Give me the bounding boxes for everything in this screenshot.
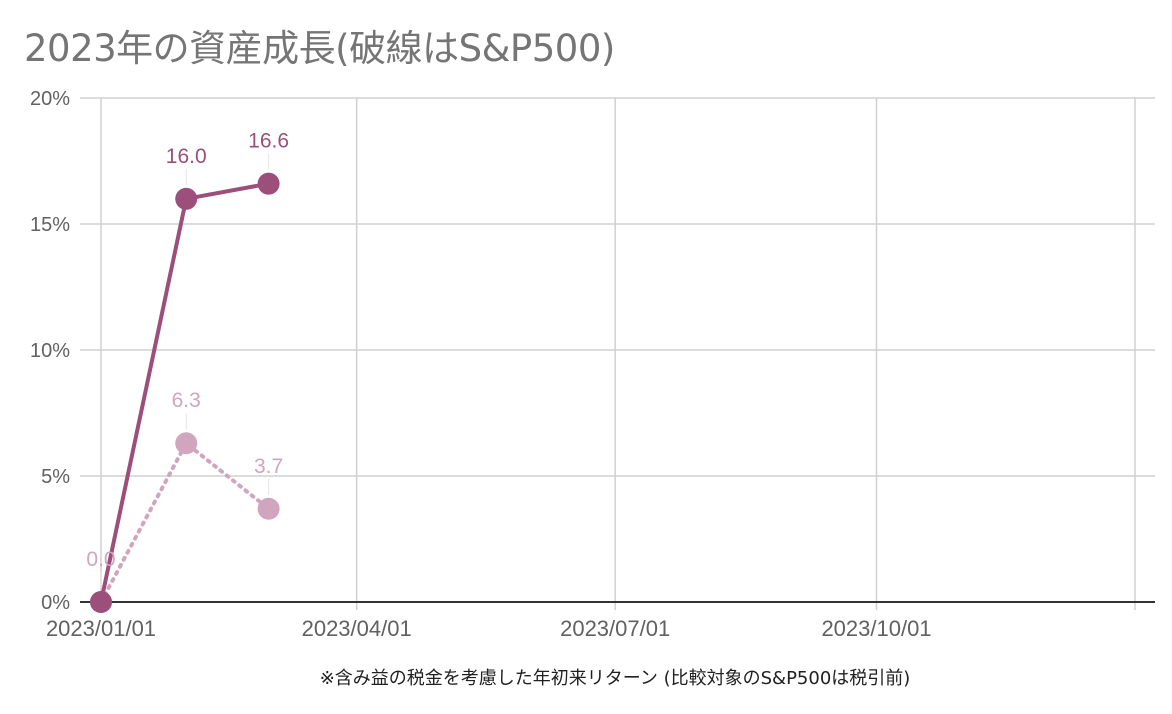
- y-tick-label: 20%: [30, 88, 70, 110]
- y-tick-label: 15%: [30, 214, 70, 236]
- y-tick-label: 10%: [30, 340, 70, 362]
- data-point: [90, 591, 112, 613]
- data-point: [257, 172, 280, 195]
- grid-layer: [80, 97, 1155, 610]
- x-axis-label: ※含み益の税金を考慮した年初来リターン (比較対象のS&P500は税引前): [320, 668, 911, 689]
- label-layer: 16.0 16.6 0.0 6.3 3.7: [86, 130, 289, 588]
- series-line-dotted: [99, 441, 271, 604]
- x-tick-label: 2023/04/01: [302, 616, 412, 641]
- data-label: 6.3: [172, 389, 201, 412]
- y-tick-label: 5%: [41, 466, 70, 488]
- data-point: [257, 497, 280, 520]
- axis-layer: 0% 5% 10% 15% 20% 2023/01/01 2023/04/01 2023/07…: [30, 88, 1155, 641]
- data-label: 16.6: [248, 130, 289, 153]
- x-tick-label: 2023/01/01: [46, 616, 156, 641]
- x-tick-label: 2023/10/01: [821, 616, 931, 641]
- data-point: [175, 187, 198, 210]
- x-tick-label: 2023/07/01: [560, 616, 670, 641]
- y-tick-label: 0%: [41, 592, 70, 614]
- data-point: [175, 432, 198, 455]
- chart-title: 2023年の資産成長(破線はS&P500): [24, 27, 615, 70]
- data-label: 0.0: [86, 548, 115, 571]
- data-label: 3.7: [254, 455, 283, 478]
- data-label: 16.0: [166, 145, 207, 168]
- series-layer: [90, 172, 280, 613]
